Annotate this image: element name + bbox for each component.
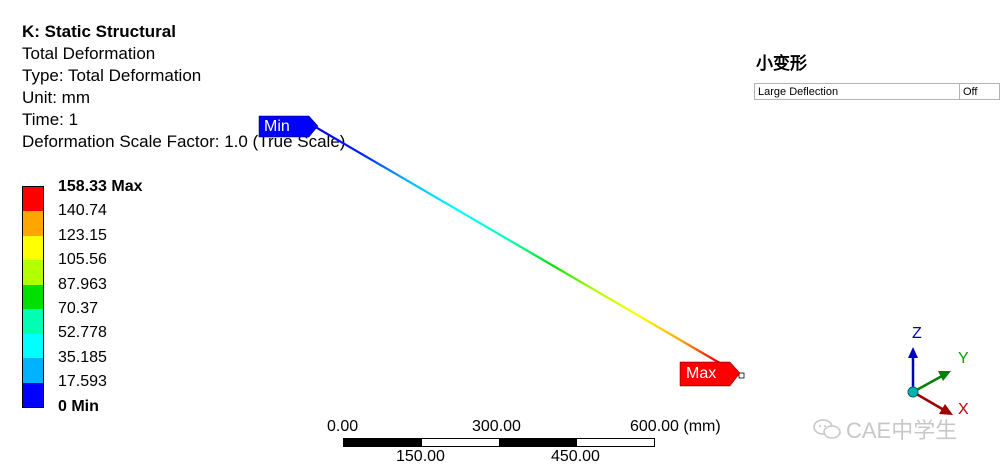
- legend-label-min: 0 Min: [58, 398, 99, 415]
- scale-bar-segment: [344, 439, 422, 446]
- min-probe-shape: [258, 115, 319, 138]
- legend-swatch: [23, 358, 43, 383]
- result-time: Time: 1: [22, 110, 79, 129]
- triad-x-arrowhead: [939, 404, 953, 415]
- triad-z-label: Z: [912, 325, 922, 342]
- result-unit: Unit: mm: [22, 88, 90, 107]
- color-legend-bar[interactable]: [22, 186, 44, 408]
- scale-bar: [343, 438, 655, 447]
- legend-swatch: [23, 284, 43, 310]
- property-name: Large Deflection: [754, 83, 960, 100]
- legend-swatch: [23, 382, 43, 407]
- beam-body[interactable]: [311, 124, 743, 377]
- scale-bar-segment: [499, 439, 577, 446]
- details-row[interactable]: Large Deflection Off: [754, 83, 1000, 100]
- legend-label: 52.778: [58, 324, 107, 341]
- legend-swatch: [23, 235, 43, 261]
- triad-y-axis: [912, 374, 943, 394]
- legend-swatch: [23, 211, 43, 236]
- legend-label: 105.56: [58, 251, 107, 268]
- triad-x-axis: [912, 390, 945, 412]
- scale-bar-segment: [576, 439, 654, 446]
- scale-label: 600.00 (mm): [630, 418, 721, 435]
- coordinate-triad[interactable]: [907, 347, 953, 415]
- legend-label: 35.185: [58, 349, 107, 366]
- scale-bar-segment: [421, 439, 499, 446]
- legend-label: 70.37: [58, 300, 99, 317]
- chat-bubbles-icon: [813, 419, 841, 439]
- legend-swatch: [23, 187, 43, 212]
- max-probe-tag[interactable]: [679, 361, 741, 387]
- scale-label: 300.00: [472, 418, 521, 435]
- legend-swatch: [23, 333, 43, 359]
- legend-label: 17.593: [58, 373, 107, 390]
- scale-label: 450.00: [551, 448, 600, 465]
- triad-y-label: Y: [958, 350, 969, 367]
- triad-y-arrowhead: [938, 371, 951, 381]
- min-probe-tag[interactable]: [258, 115, 319, 138]
- legend-label: 123.15: [58, 227, 107, 244]
- legend-swatch: [23, 260, 43, 285]
- triad-z-arrowhead: [908, 347, 918, 358]
- property-value[interactable]: Off: [959, 83, 1000, 100]
- result-name: Total Deformation: [22, 44, 156, 63]
- max-probe-shape: [679, 361, 741, 387]
- beam-end-node: [738, 372, 745, 379]
- triad-x-label: X: [958, 401, 969, 418]
- min-probe-label: Min: [264, 118, 290, 135]
- scale-label: 150.00: [396, 448, 445, 465]
- details-table: Large Deflection Off: [754, 83, 1000, 100]
- legend-label-max: 158.33 Max: [58, 178, 143, 195]
- legend-swatch: [23, 309, 43, 334]
- watermark: CAE中学生: [812, 413, 957, 445]
- legend-label: 87.963: [58, 276, 107, 293]
- min-probe-leader: [313, 125, 319, 128]
- watermark-text: CAE中学生: [846, 418, 958, 443]
- triad-origin: [907, 386, 919, 398]
- scale-label: 0.00: [327, 418, 359, 435]
- analysis-title: K: Static Structural: [22, 22, 176, 41]
- legend-label: 140.74: [58, 202, 107, 219]
- details-panel-title: 小变形: [756, 54, 807, 74]
- max-probe-label: Max: [686, 365, 717, 382]
- result-type: Type: Total Deformation: [22, 66, 202, 85]
